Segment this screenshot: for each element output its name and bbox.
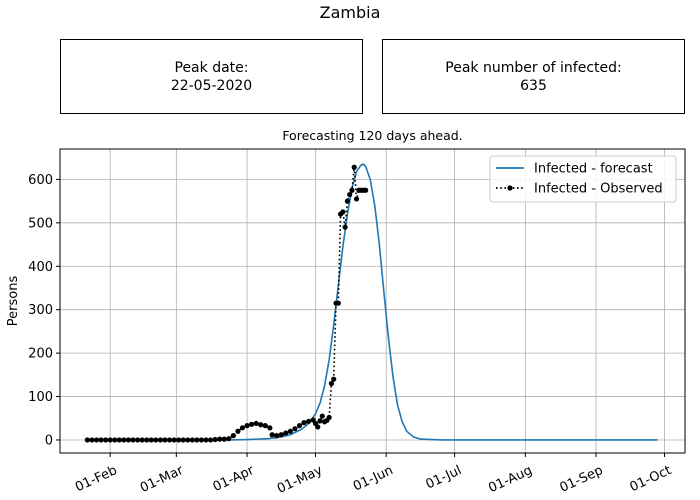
observed-data-point <box>176 437 182 443</box>
x-tick-label: 01-Jun <box>351 463 396 494</box>
observed-data-point <box>274 433 280 439</box>
legend-observed-marker <box>507 185 513 191</box>
observed-data-point <box>116 437 122 443</box>
observed-data-point <box>328 380 335 387</box>
chart-subtitle: Forecasting 120 days ahead. <box>282 128 463 143</box>
observed-data-point <box>84 437 90 443</box>
observed-data-point <box>347 192 353 198</box>
observed-data-point <box>239 425 246 431</box>
observed-data-point <box>130 437 136 443</box>
y-tick-label: 300 <box>28 303 53 318</box>
legend-observed-label: Infected - Observed <box>534 182 663 197</box>
observed-data-point <box>306 418 312 424</box>
x-tick-label: 01-May <box>275 463 325 497</box>
x-tick-label: 01-Oct <box>628 463 674 495</box>
observed-data-point <box>217 436 223 442</box>
observed-data-point <box>351 164 357 170</box>
page-title: Zambia <box>319 3 381 22</box>
observed-data-point <box>230 433 236 439</box>
x-tick-label: 01-Sep <box>558 463 606 496</box>
observed-data-point <box>162 437 168 443</box>
observed-data-point <box>317 418 323 424</box>
observed-data-point <box>121 437 127 443</box>
observed-data-point <box>207 437 214 443</box>
observed-data-point <box>153 437 159 443</box>
observed-data-point <box>112 437 118 443</box>
x-tick-label: 01-Feb <box>73 463 119 495</box>
observed-data-point <box>103 437 109 443</box>
y-tick-label: 600 <box>28 173 53 188</box>
y-tick-label: 200 <box>28 347 53 362</box>
observed-data-point <box>319 413 325 419</box>
observed-data-point <box>180 437 186 443</box>
observed-data-point <box>315 424 321 430</box>
observed-data-point <box>335 300 341 306</box>
observed-data-point <box>258 422 264 428</box>
y-axis-label: Persons <box>6 276 21 327</box>
observed-data-point <box>185 437 191 443</box>
observed-data-point <box>283 430 289 436</box>
peak-infected-value: 635 <box>520 77 547 94</box>
legend-forecast-label: Infected - forecast <box>534 162 653 177</box>
observed-data-point <box>267 425 273 431</box>
observed-data-point <box>287 428 293 434</box>
y-tick-label: 400 <box>28 260 53 275</box>
observed-data-point <box>148 437 154 443</box>
observed-data-point <box>139 437 145 443</box>
observed-data-point <box>253 420 259 427</box>
observed-data-point <box>189 437 195 443</box>
observed-data-point <box>342 224 348 230</box>
observed-data-point <box>171 437 177 443</box>
legend-box <box>489 155 677 203</box>
observed-data-point <box>278 432 284 438</box>
observed-data-point <box>198 437 205 443</box>
observed-data-point <box>292 426 298 432</box>
peak-date-value: 22-05-2020 <box>170 77 253 94</box>
observed-data-point <box>157 437 163 443</box>
peak-date-label: Peak date: <box>174 59 249 76</box>
observed-data-point <box>226 436 232 442</box>
x-tick-label: 01-Aug <box>486 463 534 496</box>
observed-data-point <box>134 437 141 443</box>
observed-data-point <box>363 187 369 193</box>
x-tick-label: 01-Apr <box>211 463 257 495</box>
observed-data-point <box>221 436 227 442</box>
observed-data-point <box>125 437 132 443</box>
observed-data-point <box>249 421 255 427</box>
observed-data-point <box>262 423 268 429</box>
observed-data-point <box>326 414 332 420</box>
observed-data-point <box>353 196 360 202</box>
observed-data-point <box>98 437 104 443</box>
x-tick-label: 01-Jul <box>424 463 464 493</box>
observed-data-point <box>194 437 200 443</box>
observed-data-point <box>107 437 113 443</box>
forecast-series-line <box>87 163 658 441</box>
observed-data-point <box>340 209 346 215</box>
peak-infected-box: Peak number of infected: 635 <box>382 39 685 114</box>
observed-data-point <box>349 187 355 193</box>
x-tick-label: 01-Mar <box>138 463 186 496</box>
observed-data-point <box>244 423 250 429</box>
observed-data-point <box>212 436 218 443</box>
observed-data-point <box>144 437 150 443</box>
observed-data-point <box>166 437 173 443</box>
observed-data-point <box>89 437 95 443</box>
observed-data-point <box>269 432 275 438</box>
observed-data-point <box>235 428 241 434</box>
observed-data-point <box>93 437 100 443</box>
observed-data-point <box>301 420 307 426</box>
observed-data-point <box>331 376 337 382</box>
peak-date-box: Peak date: 22-05-2020 <box>60 39 363 114</box>
plot-frame <box>59 148 686 454</box>
peak-infected-label: Peak number of infected: <box>445 59 622 76</box>
y-tick-label: 0 <box>45 433 53 448</box>
observed-series-line <box>87 167 366 441</box>
observed-data-point <box>203 437 209 443</box>
y-tick-label: 100 <box>28 390 53 405</box>
y-tick-label: 500 <box>28 216 53 231</box>
observed-data-point <box>296 423 303 429</box>
observed-data-point <box>344 198 351 204</box>
